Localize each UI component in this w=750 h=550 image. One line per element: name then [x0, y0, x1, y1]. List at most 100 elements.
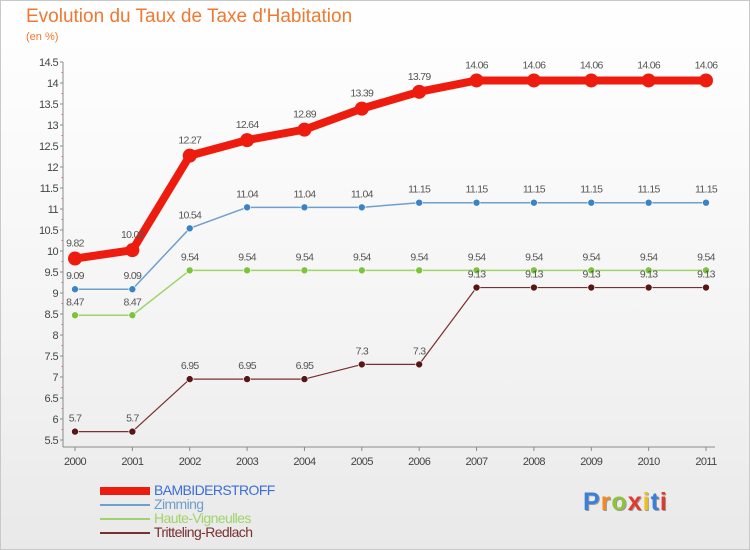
y-tick-label: 10.5	[39, 225, 58, 237]
data-label: 9.13	[697, 269, 715, 281]
y-tick-label: 8.5	[45, 309, 59, 321]
legend-label: Tritteling-Redlach	[154, 524, 253, 540]
data-point	[415, 360, 423, 369]
data-point	[297, 122, 312, 137]
data-point	[185, 266, 194, 275]
data-label: 9.54	[697, 251, 715, 263]
legend-swatch	[100, 487, 150, 495]
x-tick-label: 2011	[695, 456, 717, 468]
proxiti-logo[interactable]: Proxiti	[583, 488, 668, 516]
x-tick-label: 2007	[466, 456, 489, 468]
data-point	[702, 198, 710, 207]
data-point	[530, 198, 538, 207]
data-label: 6.95	[296, 360, 314, 372]
data-point	[71, 285, 79, 294]
data-label: 9.54	[296, 251, 314, 263]
data-point	[472, 198, 481, 207]
data-point	[128, 311, 137, 320]
data-point	[415, 266, 423, 275]
y-tick-label: 11.5	[40, 183, 59, 195]
data-label: 9.54	[410, 251, 428, 263]
data-label: 14.06	[580, 59, 604, 71]
data-label: 12.89	[293, 109, 317, 121]
data-label: 14.06	[523, 59, 547, 71]
data-point	[587, 283, 596, 292]
x-tick-label: 2010	[638, 456, 661, 468]
data-point	[644, 283, 653, 292]
data-point	[300, 375, 309, 383]
data-label: 11.04	[351, 188, 374, 200]
data-point	[584, 73, 599, 88]
data-point	[472, 283, 481, 292]
data-point	[587, 198, 596, 207]
chart-subtitle: (en %)	[26, 31, 59, 43]
data-label: 8.47	[124, 296, 142, 308]
chart-title: Evolution du Taux de Taxe d'Habitation	[26, 6, 353, 27]
x-tick-label: 2000	[64, 456, 87, 468]
x-tick-label: 2002	[179, 456, 202, 468]
y-tick-label: 14.5	[39, 57, 58, 69]
data-point	[354, 101, 369, 116]
data-label: 11.15	[408, 184, 431, 196]
data-point	[68, 251, 82, 266]
data-point	[71, 311, 79, 320]
data-point	[300, 203, 309, 212]
data-point	[128, 427, 137, 436]
y-tick-label: 7	[52, 372, 58, 384]
data-label: 9.09	[124, 270, 142, 282]
data-point	[702, 266, 710, 275]
data-point	[469, 73, 484, 88]
data-point	[415, 198, 423, 207]
data-point	[185, 224, 194, 233]
data-label: 11.15	[523, 184, 546, 196]
data-label: 11.15	[466, 184, 489, 196]
data-label: 11.04	[293, 188, 316, 200]
data-label: 12.27	[178, 135, 202, 147]
y-tick-label: 13	[47, 120, 59, 132]
data-point	[243, 375, 251, 383]
data-point	[128, 285, 137, 294]
data-point	[358, 360, 366, 369]
data-point	[644, 266, 653, 275]
y-tick-label: 9	[52, 288, 58, 300]
y-tick-label: 11	[48, 204, 59, 216]
data-label: 9.54	[181, 251, 199, 263]
data-point	[699, 73, 713, 88]
series-line-3	[74, 286, 707, 433]
legend-swatch	[100, 532, 150, 534]
data-point	[702, 283, 710, 292]
data-label: 7.3	[356, 345, 369, 357]
y-tick-label: 12	[47, 162, 59, 174]
x-tick-label: 2008	[523, 456, 546, 468]
data-label: 6.95	[181, 360, 199, 372]
legend-label: BAMBIDERSTROFF	[154, 482, 275, 498]
data-label: 8.47	[66, 296, 84, 308]
data-label: 5.7	[69, 413, 82, 425]
data-label: 9.54	[353, 251, 371, 263]
legend-label: Zimming	[154, 496, 204, 512]
data-point	[185, 375, 194, 383]
data-point	[641, 73, 656, 88]
data-label: 9.13	[468, 269, 486, 281]
data-label: 9.13	[582, 269, 600, 281]
data-point	[243, 203, 251, 212]
x-tick-label: 2009	[580, 456, 603, 468]
data-point	[587, 266, 596, 275]
data-label: 14.06	[465, 59, 489, 71]
y-tick-label: 12.5	[39, 141, 58, 153]
data-point	[240, 133, 255, 148]
data-point	[300, 266, 309, 275]
y-tick-label: 6	[52, 414, 58, 426]
series-line-1	[74, 201, 707, 290]
x-tick-label: 2004	[293, 456, 316, 468]
legend-swatch	[100, 504, 150, 506]
data-label: 13.79	[408, 71, 432, 83]
data-point	[530, 266, 538, 275]
data-label: 11.04	[236, 188, 259, 200]
data-label: 11.15	[695, 184, 718, 196]
y-tick-label: 8	[52, 330, 58, 342]
series-line-2	[74, 269, 707, 317]
data-label: 9.54	[468, 251, 486, 263]
